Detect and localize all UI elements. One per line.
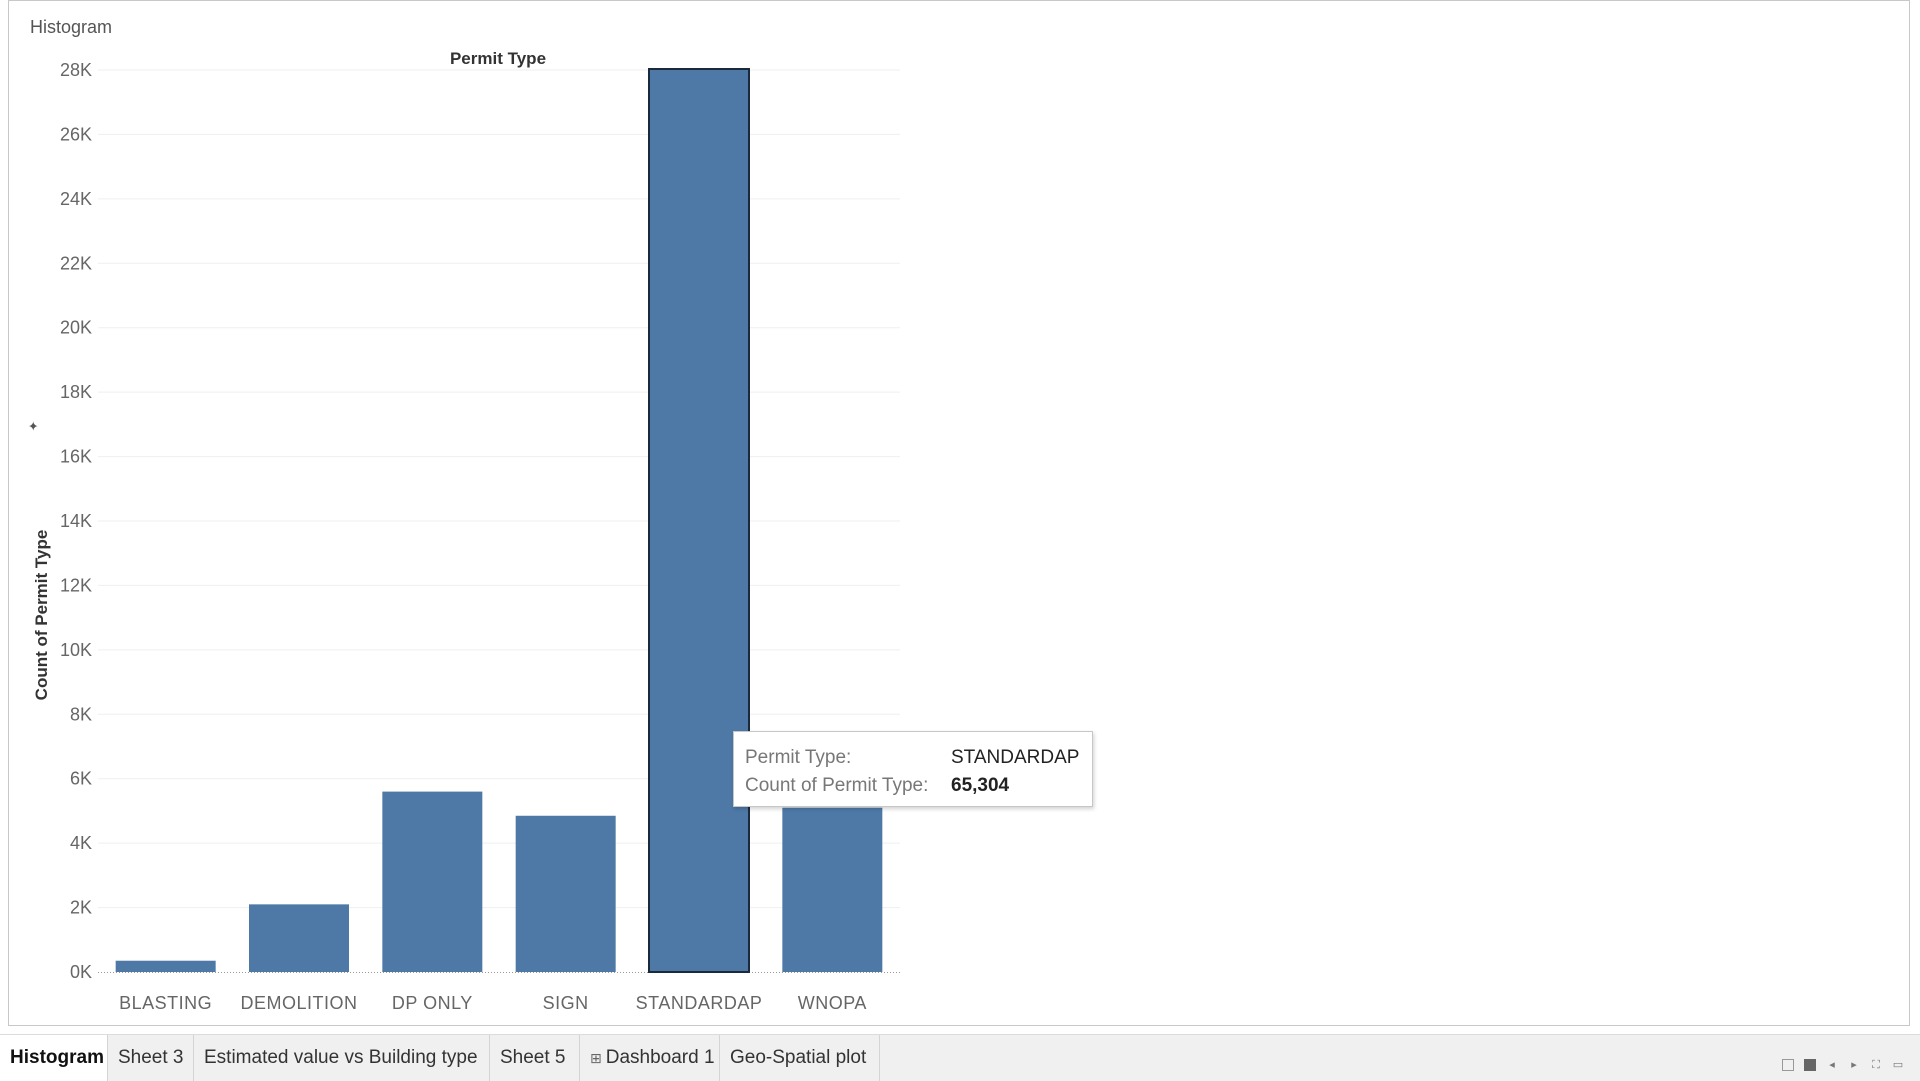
tab-label: Histogram	[10, 1047, 104, 1068]
tooltip-row-count: Count of Permit Type: 65,304	[745, 772, 1082, 800]
tooltip-row-permit-type: Permit Type: STANDARDAP	[745, 744, 1082, 772]
histogram-chart: Permit Type 0K 2K 4K 6K 8K 10K 12K 14K 16K 18K 20K…	[27, 49, 900, 1013]
tab-dashboard-1[interactable]: ⊞ Dashboard 1	[580, 1035, 720, 1081]
worksheet-view: Histogram	[8, 0, 1910, 1026]
bar-dp-only[interactable]	[382, 791, 483, 972]
tooltip: Permit Type: STANDARDAP Count of Permit …	[733, 731, 1093, 807]
y-tick-label: 8K	[70, 704, 92, 724]
x-category-label[interactable]: STANDARDAP	[636, 993, 763, 1013]
bar-wnopa[interactable]	[782, 807, 883, 972]
sheet-tab-bar: Histogram Sheet 3 Estimated value vs Bui…	[0, 1034, 1920, 1081]
y-tick-label: 24K	[60, 189, 92, 209]
x-category-label[interactable]: SIGN	[543, 993, 589, 1013]
tab-label: Estimated value vs Building type	[204, 1047, 478, 1068]
tab-sheet-3[interactable]: Sheet 3	[108, 1035, 194, 1081]
tooltip-value: 65,304	[951, 775, 1010, 796]
y-tick-label: 26K	[60, 124, 92, 144]
x-category-label[interactable]: DP ONLY	[392, 993, 473, 1013]
bar-blasting[interactable]	[115, 960, 216, 972]
tab-label: Sheet 5	[500, 1047, 566, 1068]
bar-demolition[interactable]	[249, 904, 349, 972]
y-tick-label: 2K	[70, 898, 92, 918]
svg-text:✦: ✦	[27, 420, 42, 431]
y-tick-label: 20K	[60, 318, 92, 338]
tab-geo-spatial-plot[interactable]: Geo-Spatial plot	[720, 1035, 880, 1081]
tab-label: Geo-Spatial plot	[730, 1047, 867, 1068]
tooltip-value: STANDARDAP	[951, 747, 1080, 768]
tab-histogram[interactable]: Histogram	[0, 1035, 108, 1081]
tab-controls: ◂ ▸ ⛶ ▭	[1782, 1058, 1904, 1072]
y-tick-label: 22K	[60, 253, 92, 273]
dashboard-icon: ⊞	[590, 1050, 602, 1066]
show-filmstrip-icon[interactable]	[1782, 1059, 1794, 1071]
tab-sheet-5[interactable]: Sheet 5	[490, 1035, 580, 1081]
x-axis-title: Permit Type	[450, 49, 546, 68]
y-tick-label: 12K	[60, 575, 92, 595]
show-tabs-icon[interactable]	[1804, 1059, 1816, 1071]
tab-label: Sheet 3	[118, 1047, 184, 1068]
y-tick-label: 0K	[70, 962, 92, 982]
tab-label: Dashboard 1	[605, 1047, 715, 1068]
tooltip-key: Count of Permit Type:	[745, 775, 929, 796]
x-category-label[interactable]: DEMOLITION	[240, 993, 357, 1013]
y-tick-label: 10K	[60, 640, 92, 660]
x-category-label[interactable]: WNOPA	[798, 993, 867, 1013]
x-axis-categories: BLASTING DEMOLITION DP ONLY SIGN STANDARDAP W…	[119, 993, 867, 1013]
y-axis-ticks: 0K 2K 4K 6K 8K 10K 12K 14K 16K 18K 20K 22K 24K 26K 28K	[60, 60, 92, 982]
tab-estimated-value-vs-building-type[interactable]: Estimated value vs Building type	[194, 1035, 490, 1081]
bar-standardap[interactable]	[648, 68, 750, 973]
sheet-title: Histogram	[30, 17, 113, 37]
gridlines	[98, 69, 900, 973]
y-tick-label: 16K	[60, 447, 92, 467]
y-tick-label: 18K	[60, 382, 92, 402]
y-tick-label: 6K	[70, 769, 92, 789]
scroll-left-icon[interactable]: ◂	[1829, 1059, 1835, 1071]
bars	[115, 68, 883, 973]
fullscreen-icon[interactable]: ⛶	[1872, 1059, 1880, 1071]
scroll-right-icon[interactable]: ▸	[1851, 1059, 1857, 1071]
bar-sign[interactable]	[515, 815, 616, 972]
presentation-icon[interactable]: ▭	[1892, 1059, 1904, 1071]
y-tick-label: 14K	[60, 511, 92, 531]
y-axis-title[interactable]: Count of Permit Type	[32, 530, 51, 701]
x-category-label[interactable]: BLASTING	[119, 993, 212, 1013]
y-axis-pin-icon[interactable]: ✦	[27, 420, 42, 431]
tooltip-key: Permit Type:	[745, 747, 852, 768]
y-tick-label: 4K	[70, 833, 92, 853]
y-tick-label: 28K	[60, 60, 92, 80]
